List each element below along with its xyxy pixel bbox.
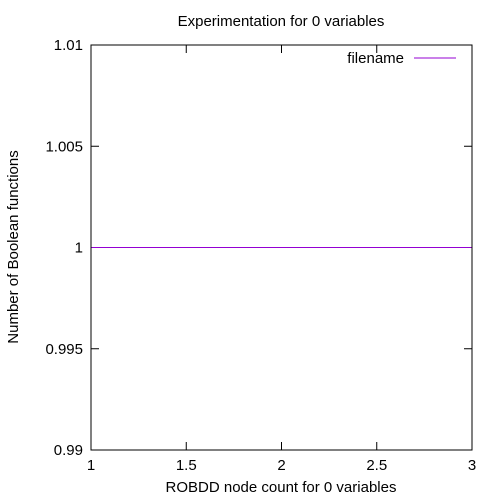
y-axis-ticks: 0.99 0.995 1 1.005 1.01 (45, 37, 472, 459)
x-tick-label: 1.5 (176, 457, 197, 474)
x-axis-label: ROBDD node count for 0 variables (166, 479, 397, 496)
x-tick-label: 3 (468, 457, 476, 474)
chart-title: Experimentation for 0 variables (178, 13, 385, 30)
legend: filename (347, 50, 456, 67)
plot-frame (90, 44, 473, 451)
x-tick-label: 2 (277, 457, 285, 474)
y-tick-label: 0.995 (45, 341, 83, 358)
x-axis-ticks: 1 1.5 2 2.5 3 (87, 45, 476, 474)
y-tick-label: 1.005 (45, 138, 83, 155)
legend-label: filename (347, 50, 404, 67)
y-tick-label: 1 (75, 240, 83, 257)
y-tick-label: 1.01 (54, 37, 83, 54)
y-axis-label: Number of Boolean functions (5, 150, 22, 343)
x-tick-label: 1 (87, 457, 95, 474)
y-tick-label: 0.99 (54, 442, 83, 459)
x-tick-label: 2.5 (366, 457, 387, 474)
